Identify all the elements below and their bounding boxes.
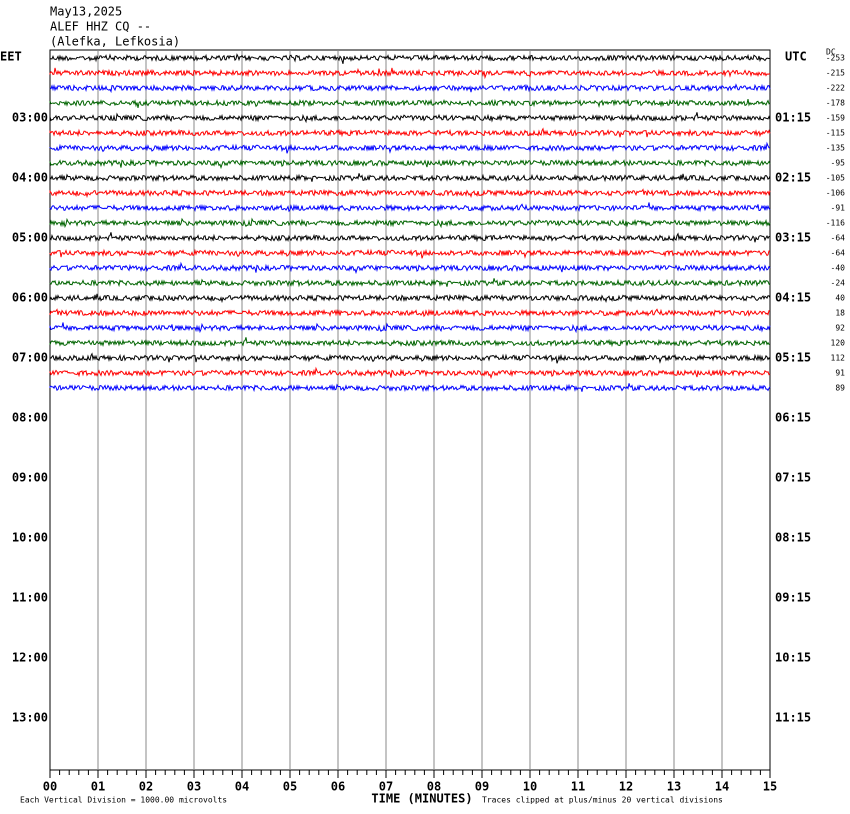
dc-offset: 89 [835, 384, 845, 393]
x-tick-label: 00 [43, 780, 57, 794]
plot-frame [49, 49, 771, 771]
dc-offset: 18 [835, 309, 845, 318]
dc-offset: 40 [835, 294, 845, 303]
trace [49, 188, 771, 199]
trace [49, 293, 771, 304]
location: (Alefka, Lefkosia) [50, 35, 180, 49]
left-time-label: 05:00 [12, 231, 48, 245]
scale-note: Each Vertical Division = 1000.00 microvo… [20, 796, 227, 805]
dc-title: DC [826, 48, 836, 57]
x-tick-label: 11 [571, 780, 585, 794]
dc-offset: -178 [826, 99, 845, 108]
x-tick-label: 07 [379, 780, 393, 794]
right-time-label: 02:15 [775, 171, 811, 185]
trace [49, 83, 771, 94]
trace [49, 158, 771, 170]
x-tick-label: 02 [139, 780, 153, 794]
trace [49, 112, 771, 124]
left-time-label: 12:00 [12, 651, 48, 665]
dc-offset: -115 [826, 129, 845, 138]
dc-offset: 91 [835, 369, 845, 378]
trace [49, 98, 771, 108]
trace [49, 53, 771, 64]
x-tick-label: 03 [187, 780, 201, 794]
dc-offset: -95 [831, 159, 846, 168]
x-tick-label: 05 [283, 780, 297, 794]
dc-offset: -215 [826, 69, 845, 78]
dc-offset: -253 [826, 54, 845, 63]
right-time-label: 11:15 [775, 711, 811, 725]
right-time-label: 04:15 [775, 291, 811, 305]
trace [49, 202, 771, 213]
trace [49, 308, 771, 318]
trace [49, 67, 771, 80]
left-time-label: 10:00 [12, 531, 48, 545]
dc-offset: -64 [831, 234, 846, 243]
trace [49, 278, 771, 288]
right-time-label: 06:15 [775, 411, 811, 425]
x-tick-label: 13 [667, 780, 681, 794]
trace [49, 232, 771, 243]
right-time-label: 07:15 [775, 471, 811, 485]
x-tick-label: 15 [763, 780, 777, 794]
trace [49, 366, 771, 380]
right-axis-title: UTC [785, 50, 807, 64]
trace [49, 248, 771, 259]
x-tick-label: 09 [475, 780, 489, 794]
dc-offset: -159 [826, 114, 845, 123]
trace [49, 141, 770, 154]
trace [49, 352, 771, 364]
right-time-label: 03:15 [775, 231, 811, 245]
trace [49, 337, 771, 348]
right-time-label: 08:15 [775, 531, 811, 545]
dc-offset: -116 [826, 219, 845, 228]
left-time-label: 08:00 [12, 411, 48, 425]
x-tick-label: 08 [427, 780, 441, 794]
right-time-label: 10:15 [775, 651, 811, 665]
trace [49, 261, 771, 275]
left-time-label: 03:00 [12, 111, 48, 125]
dc-offset: -106 [826, 189, 845, 198]
left-time-label: 09:00 [12, 471, 48, 485]
left-time-label: 11:00 [12, 591, 48, 605]
clip-note: Traces clipped at plus/minus 20 vertical… [482, 796, 723, 805]
x-tick-label: 06 [331, 780, 345, 794]
right-time-label: 05:15 [775, 351, 811, 365]
right-time-label: 09:15 [775, 591, 811, 605]
dc-offset: -105 [826, 174, 845, 183]
x-tick-label: 04 [235, 780, 249, 794]
dc-offset: 92 [835, 324, 845, 333]
left-time-label: 06:00 [12, 291, 48, 305]
date: May13,2025 [50, 5, 122, 19]
dc-offset: -40 [831, 264, 846, 273]
dc-offset: -135 [826, 144, 845, 153]
trace [49, 173, 771, 183]
left-time-label: 13:00 [12, 711, 48, 725]
dc-offset: 112 [831, 354, 846, 363]
left-time-label: 04:00 [12, 171, 48, 185]
left-time-label: 07:00 [12, 351, 48, 365]
trace [49, 217, 771, 229]
trace [49, 383, 771, 393]
left-axis-title: EET [0, 50, 22, 64]
station: ALEF HHZ CQ -- [50, 20, 151, 34]
trace [49, 322, 771, 334]
dc-offset: -222 [826, 84, 845, 93]
x-tick-label: 10 [523, 780, 537, 794]
dc-offset: -24 [831, 279, 846, 288]
right-time-label: 01:15 [775, 111, 811, 125]
dc-offset: -64 [831, 249, 846, 258]
x-tick-label: 01 [91, 780, 105, 794]
x-axis-title: TIME (MINUTES) [371, 792, 472, 806]
dc-offset: -91 [831, 204, 846, 213]
dc-offset: 120 [831, 339, 846, 348]
x-tick-label: 12 [619, 780, 633, 794]
x-tick-label: 14 [715, 780, 729, 794]
trace [49, 127, 771, 138]
